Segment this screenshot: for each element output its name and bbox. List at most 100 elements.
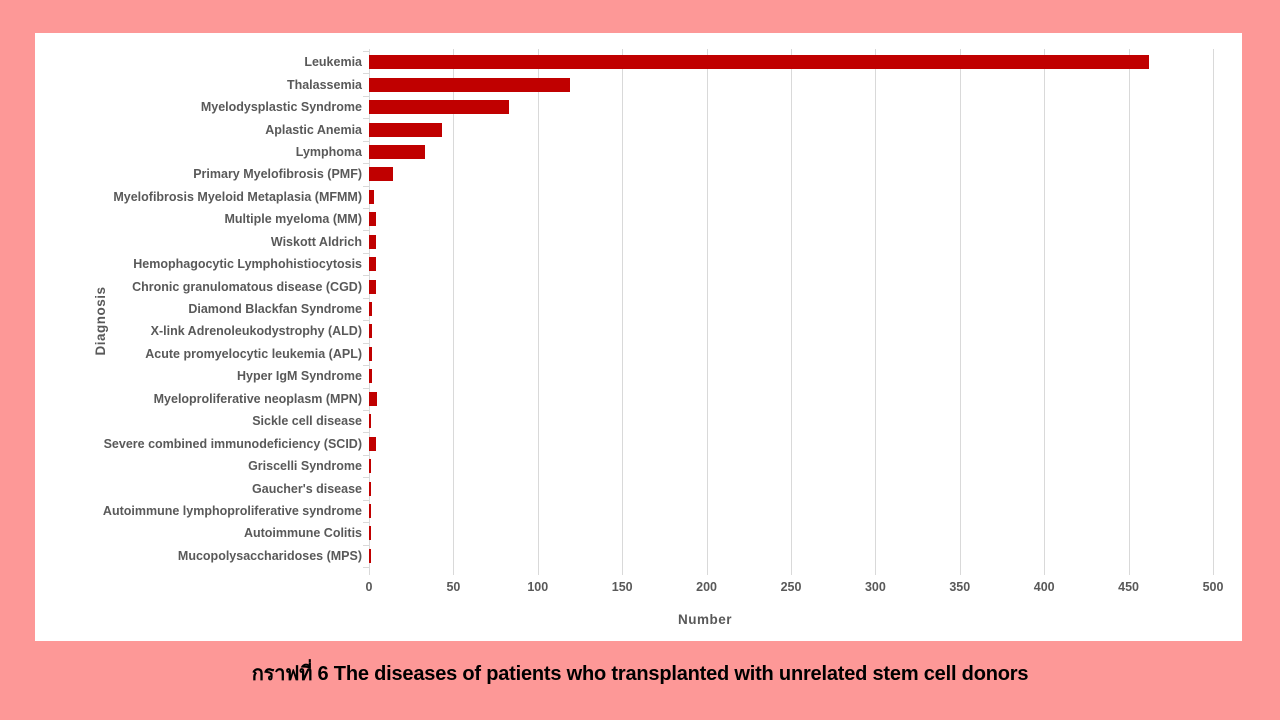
bar-row	[369, 410, 1213, 432]
x-tick-label: 350	[949, 580, 971, 594]
bar	[369, 100, 510, 115]
x-tick-labels: 0 50 100 150 200 250 300 350 400 450 500	[35, 580, 1242, 596]
bar-row	[369, 388, 1213, 410]
bar-row	[369, 365, 1213, 387]
bar	[369, 391, 378, 406]
category-tick-mark	[363, 230, 369, 232]
x-tick-label: 450	[1118, 580, 1140, 594]
category-tick-mark	[363, 365, 369, 367]
bar-row	[369, 51, 1213, 73]
gridline	[453, 49, 455, 575]
bar	[369, 302, 373, 317]
category-tick-mark	[363, 51, 369, 52]
bar-row	[369, 320, 1213, 342]
category-label: Chronic granulomatous disease (CGD)	[132, 279, 362, 294]
gridline	[959, 49, 961, 575]
category-label: Myeloproliferative neoplasm (MPN)	[153, 391, 362, 406]
category-label: Diamond Blackfan Syndrome	[188, 302, 362, 317]
category-tick-mark	[363, 275, 369, 277]
category-label: Thalassemia	[286, 77, 362, 92]
gridline	[537, 49, 539, 575]
bar-row	[369, 545, 1213, 567]
gridline	[1213, 49, 1214, 575]
bar-row	[369, 455, 1213, 477]
category-tick-mark	[363, 522, 369, 524]
category-tick-mark	[363, 567, 369, 568]
x-axis-title: Number	[677, 612, 732, 627]
bar-row	[369, 253, 1213, 275]
category-label: Leukemia	[304, 55, 362, 70]
bar	[369, 55, 1149, 70]
plot-area	[363, 49, 1214, 575]
gridline	[706, 49, 708, 575]
bar	[369, 324, 373, 339]
category-tick-mark	[363, 140, 369, 142]
category-label: Lymphoma	[295, 144, 362, 159]
x-tick-label: 400	[1033, 580, 1055, 594]
bar	[369, 526, 371, 541]
category-label: X-link Adrenoleukodystrophy (ALD)	[150, 324, 362, 339]
category-label: Primary Myelofibrosis (PMF)	[193, 167, 362, 182]
category-tick-mark	[363, 118, 369, 120]
chart-caption: กราฟที่ 6 The diseases of patients who t…	[251, 663, 1029, 685]
category-tick-mark	[363, 387, 369, 389]
bar-row	[369, 118, 1213, 140]
category-labels: Leukemia Thalassemia Myelodysplastic Syndr…	[35, 51, 362, 567]
category-tick-mark	[363, 163, 369, 165]
bar	[369, 369, 373, 384]
category-tick-mark	[363, 95, 369, 97]
chart-panel: Diagnosis Leukemia Thalassemia Myelodyspla…	[35, 33, 1242, 641]
category-label: Aplastic Anemia	[265, 122, 362, 137]
gridline	[622, 49, 624, 575]
category-label: Myelodysplastic Syndrome	[200, 100, 362, 115]
gridline	[1128, 49, 1130, 575]
category-label: Autoimmune Colitis	[243, 526, 362, 541]
x-tick-label: 150	[611, 580, 633, 594]
bar	[369, 436, 376, 451]
bar	[369, 459, 371, 474]
bar	[369, 122, 442, 137]
gridline	[1044, 49, 1046, 575]
x-tick-label: 200	[696, 580, 718, 594]
x-tick-label: 100	[527, 580, 549, 594]
category-tick-mark	[363, 454, 369, 456]
category-tick-mark	[363, 297, 369, 299]
bars-container	[369, 51, 1213, 567]
category-tick-mark	[363, 432, 369, 434]
bar	[369, 234, 376, 249]
bar-row	[369, 186, 1213, 208]
x-tick-label: 50	[446, 580, 461, 594]
bar-row	[369, 500, 1213, 522]
category-label: Mucopolysaccharidoses (MPS)	[177, 548, 362, 563]
category-label: Wiskott Aldrich	[270, 234, 362, 249]
bar	[369, 548, 371, 563]
category-label: Hemophagocytic Lymphohistiocytosis	[133, 257, 362, 272]
category-tick-mark	[363, 499, 369, 501]
x-tick-label: 0	[365, 580, 373, 594]
bar-row	[369, 208, 1213, 230]
category-label: Severe combined immunodeficiency (SCID)	[103, 436, 362, 451]
category-tick-mark	[363, 409, 369, 411]
bar-row	[369, 298, 1213, 320]
category-tick-mark	[363, 320, 369, 322]
bar-row	[369, 231, 1213, 253]
bar	[369, 144, 425, 159]
bar	[369, 167, 393, 182]
gridline	[875, 49, 877, 575]
bar	[369, 77, 570, 92]
bar-row	[369, 73, 1213, 95]
bar	[369, 346, 373, 361]
bar	[369, 414, 371, 429]
bar-row	[369, 432, 1213, 454]
bar	[369, 481, 371, 496]
category-tick-mark	[363, 342, 369, 344]
x-tick-label: 250	[780, 580, 802, 594]
bar-row	[369, 275, 1213, 297]
category-tick-mark	[363, 185, 369, 187]
bar	[369, 279, 376, 294]
x-tick-label: 500	[1202, 580, 1224, 594]
category-label: Gaucher's disease	[252, 481, 362, 496]
bar-row	[369, 522, 1213, 544]
bar	[369, 189, 375, 204]
